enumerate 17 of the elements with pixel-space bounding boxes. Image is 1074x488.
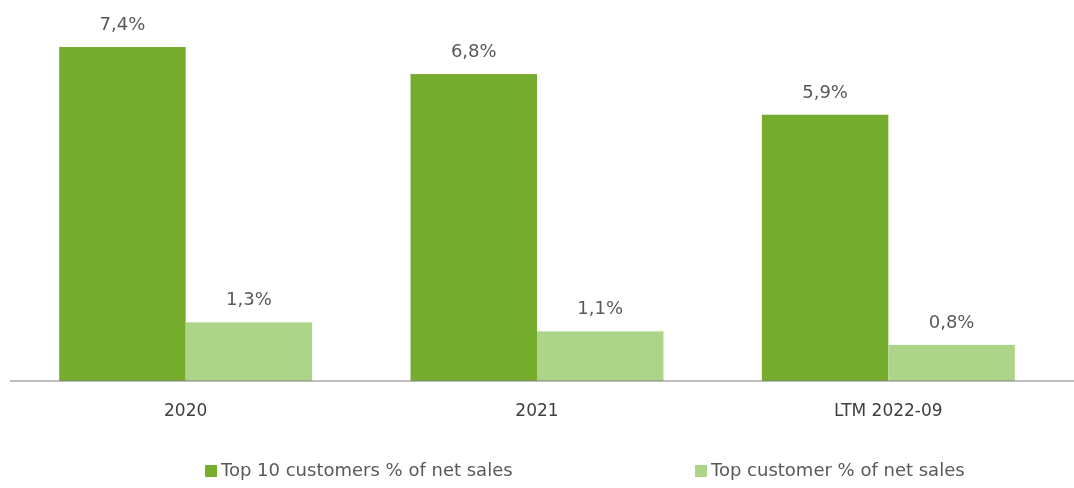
x-tick-label: 2021 [515, 400, 559, 420]
bar [888, 344, 1015, 381]
bar [410, 74, 537, 381]
x-tick-label: LTM 2022-09 [834, 400, 943, 420]
data-label: 1,1% [577, 297, 624, 319]
data-label: 6,8% [450, 40, 497, 62]
bar [761, 114, 889, 381]
legend-label: Top 10 customers % of net sales [220, 459, 513, 480]
data-label: 7,4% [99, 13, 146, 34]
data-label: 0,8% [928, 310, 975, 332]
x-tick-label: 2020 [164, 400, 208, 420]
legend-label: Top customer % of net sales [710, 459, 965, 480]
bar [59, 47, 186, 381]
data-label: 1,3% [226, 288, 272, 310]
bar [185, 322, 313, 381]
bar [537, 331, 664, 381]
data-label: 5,9% [802, 80, 848, 102]
